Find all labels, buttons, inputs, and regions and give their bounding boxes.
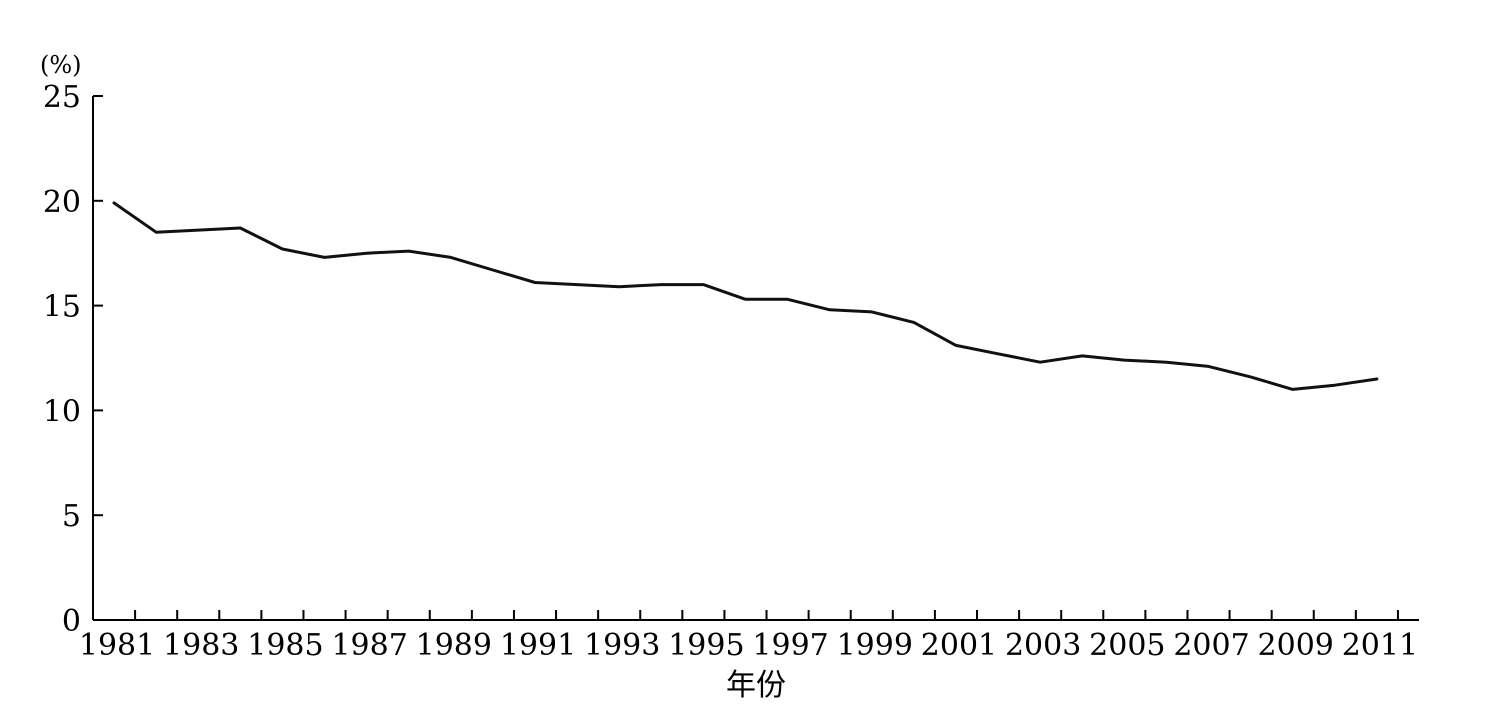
x-tick-label: 1999 (837, 628, 913, 663)
y-tick-label: 5 (62, 499, 81, 534)
y-tick-label: 25 (43, 80, 81, 115)
x-tick-label: 1989 (416, 628, 492, 663)
x-tick-label: 1993 (584, 628, 660, 663)
x-tick-label: 1987 (331, 628, 407, 663)
x-tick-label: 2001 (921, 628, 997, 663)
x-tick-label: 1991 (500, 628, 576, 663)
y-axis-ticks: 0 5 10 15 20 25 (43, 80, 103, 639)
x-tick-label: 2009 (1258, 628, 1334, 663)
x-tick-label: 1981 (79, 628, 155, 663)
y-tick-label: 20 (43, 185, 81, 220)
x-tick-label: 1983 (163, 628, 239, 663)
x-tick-label: 2011 (1342, 628, 1418, 663)
x-tick-label: 1995 (668, 628, 744, 663)
x-axis-title: 年份 (726, 668, 786, 703)
x-tick-label: 2003 (1005, 628, 1081, 663)
series-line (112, 201, 1379, 391)
y-tick-label: 15 (43, 290, 81, 325)
x-axis-ticks: 1981 1983 1985 1987 1989 1991 1993 1995 1997 1999… (79, 610, 1418, 663)
y-tick-label: 10 (43, 394, 81, 429)
x-tick-label: 2007 (1173, 628, 1249, 663)
y-axis-unit-label: (%) (40, 51, 82, 79)
x-tick-label: 1997 (752, 628, 828, 663)
y-tick-label: 0 (62, 604, 81, 639)
x-tick-label: 2005 (1089, 628, 1165, 663)
x-tick-label: 1985 (247, 628, 323, 663)
